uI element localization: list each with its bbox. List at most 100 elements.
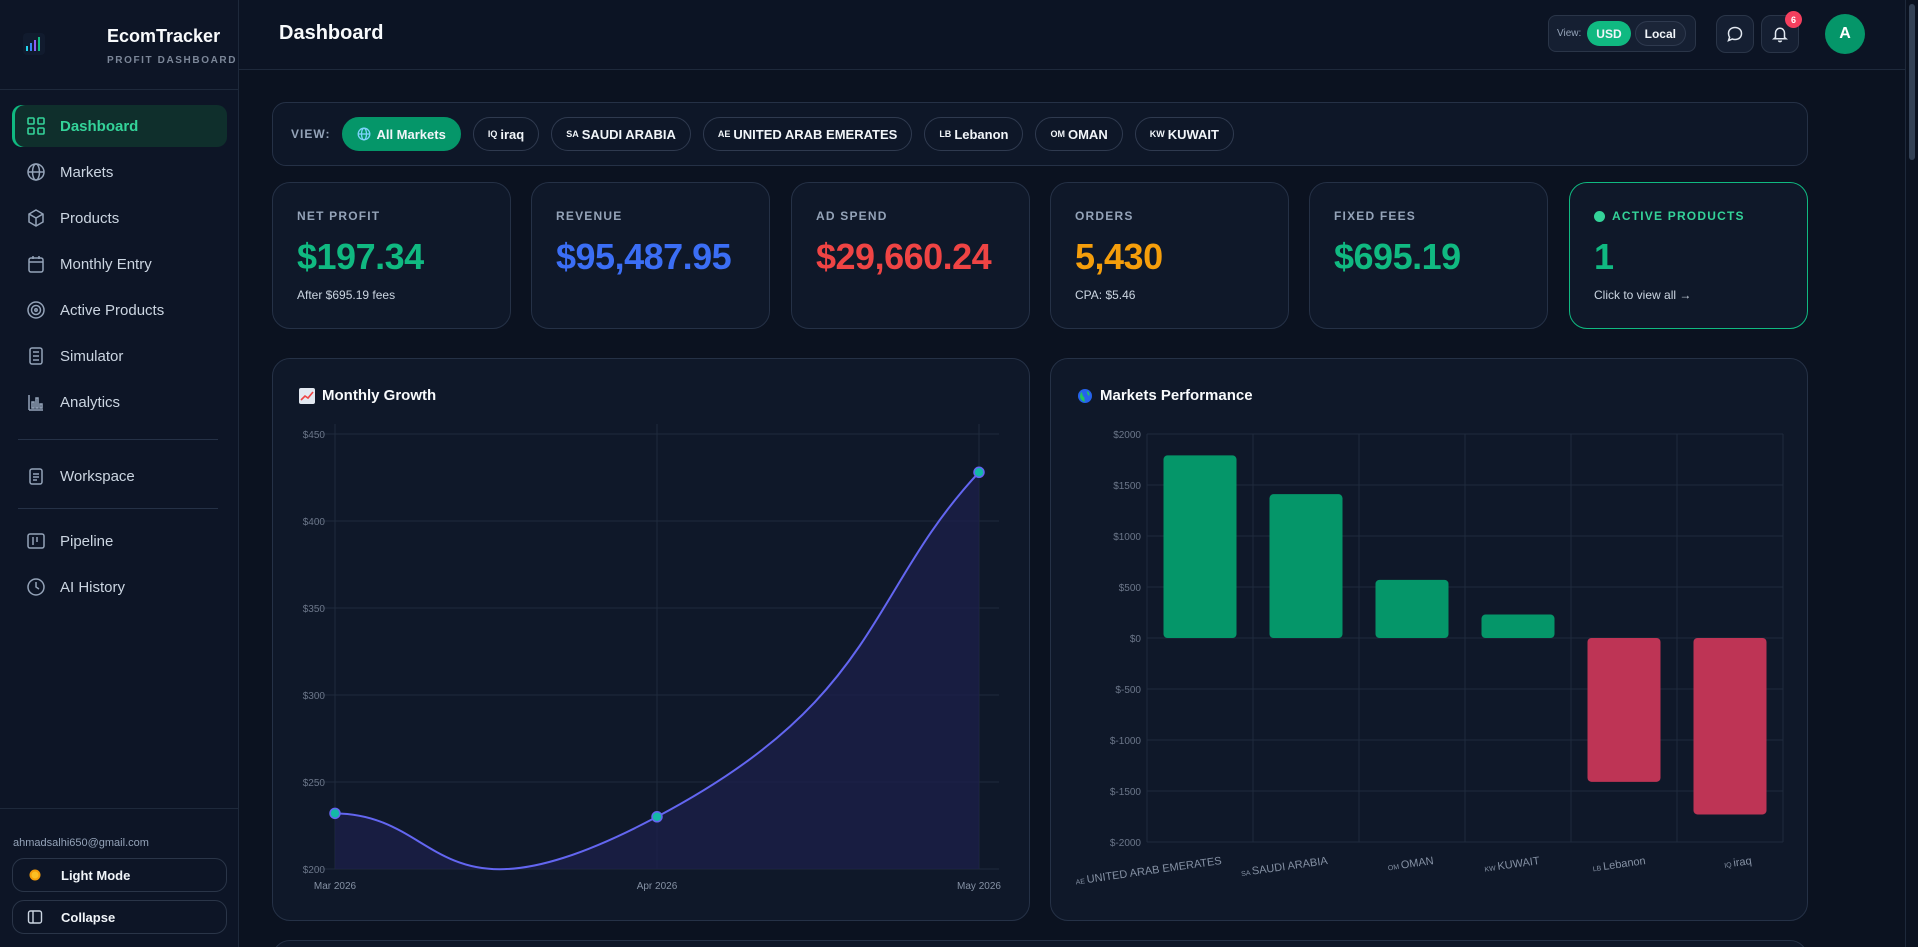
- y-tick-label: $-1500: [1110, 787, 1142, 798]
- kpi-card-net-profit: NET PROFIT $197.34 After $695.19 fees: [272, 182, 511, 329]
- x-tick-label: LB Lebanon: [1592, 855, 1646, 874]
- kanban-icon: [26, 531, 46, 551]
- bar-chart-icon: [26, 392, 46, 412]
- sidebar-item-monthly-entry[interactable]: Monthly Entry: [12, 243, 227, 285]
- y-tick-label: $-1000: [1110, 736, 1142, 747]
- markets-performance-chart: $2000 $1500 $1000 $500 $0 $-500 $-1000 $-1500 $-…: [1075, 430, 1784, 887]
- filter-chip-label: iraq: [500, 126, 525, 142]
- filter-chip-iraq[interactable]: IQ iraq: [472, 117, 540, 151]
- view-all-products-link[interactable]: Click to view all →: [1594, 288, 1692, 302]
- y-tick-label: $-500: [1115, 685, 1141, 696]
- brand-header: EcomTracker PROFIT DASHBOARD: [0, 0, 238, 90]
- filter-chip-oman[interactable]: OM OMAN: [1035, 117, 1123, 151]
- y-tick-label: $1500: [1113, 481, 1141, 492]
- currency-usd-button[interactable]: USD: [1587, 21, 1631, 46]
- filter-chip-uae[interactable]: AE UNITED ARAB EMERATES: [702, 117, 913, 151]
- sidebar-item-simulator[interactable]: Simulator: [12, 335, 227, 377]
- kpi-value: $695.19: [1334, 236, 1461, 277]
- clipboard-icon: [26, 466, 46, 486]
- avatar[interactable]: A: [1825, 14, 1865, 54]
- page-scrollbar[interactable]: [1905, 0, 1918, 947]
- country-code: KW: [1149, 129, 1165, 139]
- country-code: LB: [939, 129, 952, 139]
- grid-icon: [26, 116, 46, 136]
- kpi-value: $95,487.95: [556, 236, 732, 277]
- bell-icon: [1771, 27, 1789, 43]
- sidebar-item-analytics[interactable]: Analytics: [12, 381, 227, 423]
- filter-chip-all-markets[interactable]: All Markets: [342, 117, 461, 151]
- messages-button[interactable]: [1716, 15, 1754, 53]
- monthly-growth-chart: $450 $400 $350 $300 $250 $200 Mar 2026 Apr 2026…: [303, 424, 1001, 892]
- country-code: IQ: [1724, 862, 1734, 870]
- y-tick-label: $500: [1119, 583, 1142, 594]
- filter-chip-label: OMAN: [1067, 126, 1108, 142]
- country-code: OM: [1388, 864, 1402, 873]
- collapse-button[interactable]: Collapse: [12, 900, 227, 934]
- sidebar-collapse-icon: [27, 909, 43, 925]
- earth-icon: [1077, 388, 1093, 404]
- country-code: SA: [1241, 870, 1253, 878]
- sidebar-item-label: Analytics: [60, 393, 121, 411]
- sidebar-divider: [18, 439, 218, 440]
- kpi-value: 5,430: [1075, 236, 1163, 277]
- data-point: [973, 466, 985, 479]
- chat-icon: [1727, 26, 1743, 42]
- data-point: [651, 811, 663, 823]
- calendar-icon: [26, 254, 46, 274]
- kpi-card-ad-spend: AD SPEND $29,660.24: [791, 182, 1030, 329]
- light-mode-button[interactable]: Light Mode: [12, 858, 227, 892]
- sidebar-item-products[interactable]: Products: [12, 197, 227, 239]
- country-code: AE: [717, 129, 731, 139]
- filter-chip-label: KUWAIT: [1167, 126, 1219, 142]
- x-tick-label: Apr 2026: [637, 881, 678, 892]
- sidebar-item-active-products[interactable]: Active Products: [12, 289, 227, 331]
- bar: [1163, 455, 1237, 638]
- light-mode-label: Light Mode: [61, 867, 131, 883]
- sidebar-item-ai-history[interactable]: AI History: [12, 566, 227, 608]
- panel-title-row: Markets Performance: [1077, 387, 1253, 404]
- scrollbar-thumb[interactable]: [1909, 4, 1915, 160]
- status-dot-icon: [1594, 210, 1605, 222]
- category-name: iraq: [1733, 855, 1753, 869]
- category-name: Lebanon: [1602, 855, 1646, 873]
- market-filter-bar: VIEW: All Markets IQ iraq SA SAUDI ARABIA …: [272, 102, 1808, 166]
- filter-chip-lebanon[interactable]: LB Lebanon: [924, 117, 1024, 151]
- trend-chart-icon: [299, 387, 315, 404]
- sidebar-item-label: Products: [60, 209, 120, 227]
- kpi-card-active-products[interactable]: ACTIVE PRODUCTS 1 Click to view all →: [1569, 182, 1808, 329]
- calculator-icon: [26, 346, 46, 366]
- next-section-panel: [272, 940, 1808, 947]
- sidebar-item-label: Dashboard: [60, 117, 139, 135]
- country-code: IQ: [487, 129, 498, 139]
- category-name: KUWAIT: [1497, 855, 1541, 873]
- kpi-label: ACTIVE PRODUCTS: [1612, 209, 1745, 223]
- category-name: OMAN: [1400, 855, 1434, 871]
- currency-local-button[interactable]: Local: [1634, 21, 1686, 46]
- filter-chip-saudi-arabia[interactable]: SA SAUDI ARABIA: [551, 117, 691, 151]
- kpi-value: 1: [1594, 236, 1614, 277]
- panel-title: Monthly Growth: [322, 387, 437, 404]
- filter-chip-label: All Markets: [376, 126, 446, 142]
- x-tick-label: AE UNITED ARAB EMERATES: [1075, 855, 1223, 887]
- panel-title-row: Monthly Growth: [299, 387, 436, 404]
- sidebar-item-pipeline[interactable]: Pipeline: [12, 520, 227, 562]
- data-point: [329, 807, 341, 820]
- panel-title: Markets Performance: [1100, 387, 1253, 404]
- y-tick-label: $200: [303, 865, 326, 876]
- kpi-subtext: CPA: $5.46: [1075, 288, 1136, 302]
- sidebar-item-markets[interactable]: Markets: [12, 151, 227, 193]
- page-title: Dashboard: [279, 22, 384, 44]
- kpi-label-row: ACTIVE PRODUCTS: [1594, 209, 1745, 223]
- y-tick-label: $2000: [1113, 430, 1141, 441]
- kpi-card-revenue: REVENUE $95,487.95: [531, 182, 770, 329]
- notifications-button[interactable]: 6: [1761, 11, 1802, 53]
- country-code: AE: [1075, 878, 1087, 887]
- sidebar-item-label: Active Products: [60, 301, 165, 319]
- logo-icon: [23, 33, 45, 55]
- filter-chip-kuwait[interactable]: KW KUWAIT: [1134, 117, 1234, 151]
- sidebar-item-dashboard[interactable]: Dashboard: [12, 105, 227, 147]
- sidebar-item-workspace[interactable]: Workspace: [12, 455, 227, 497]
- series-area: [335, 472, 979, 870]
- target-icon: [26, 300, 46, 320]
- country-code: KW: [1484, 865, 1498, 874]
